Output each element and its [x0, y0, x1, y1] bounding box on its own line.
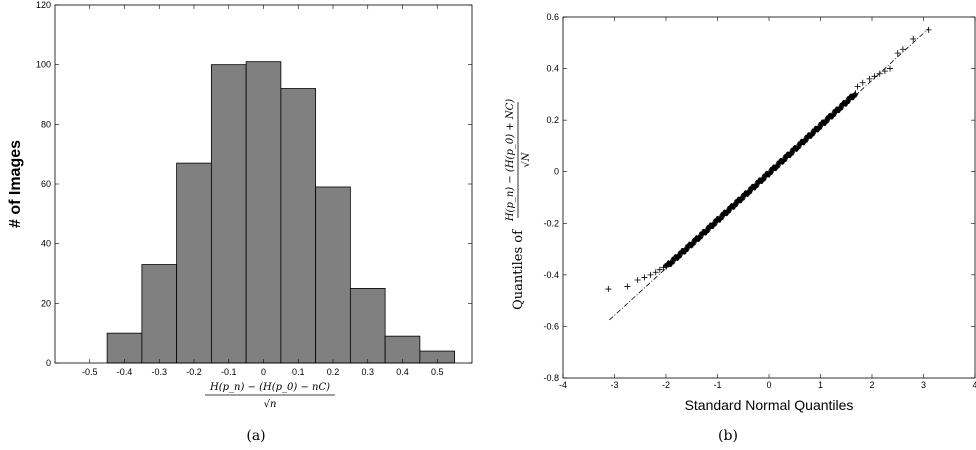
y-tick-label: 100	[36, 60, 51, 70]
histogram-y-ticks: 0 20 40 60 80 100 120	[36, 0, 472, 368]
qq-point	[682, 247, 689, 254]
y-tick-label: -0.6	[543, 321, 559, 331]
qq-point	[668, 260, 675, 267]
y-tick-label: 20	[41, 298, 51, 308]
x-tick-label: -0.2	[186, 367, 202, 377]
histogram-bars	[106, 61, 456, 364]
qq-point	[852, 90, 859, 97]
qq-point	[605, 286, 612, 293]
histogram-bar	[106, 332, 143, 364]
qq-point	[881, 68, 888, 75]
x-tick-label: 0.2	[327, 367, 340, 377]
qq-point	[689, 241, 696, 248]
x-tick-label: 4	[972, 380, 976, 390]
histogram-x-label-numerator: H(p_n) − (H(p_0) − nC)	[209, 382, 330, 393]
x-tick-label: 1	[818, 380, 823, 390]
y-tick-label: 60	[41, 179, 51, 189]
x-tick-label: 2	[869, 380, 874, 390]
qq-y-label-numerator: H(p_n) − (H(p_0) + NC)	[505, 99, 516, 222]
y-tick-label: 0.2	[546, 115, 559, 125]
qq-point	[876, 70, 883, 77]
qq-x-label: Standard Normal Quantiles	[685, 397, 854, 413]
histogram-x-label-denominator: √n	[264, 399, 277, 410]
x-tick-label: -0.3	[151, 367, 167, 377]
y-tick-label: 120	[36, 0, 51, 10]
histogram-bar	[349, 288, 386, 364]
histogram-bar	[315, 186, 351, 364]
y-tick-label: 0.6	[546, 12, 559, 22]
x-tick-label: 0	[766, 380, 771, 390]
qq-point	[652, 269, 659, 276]
qq-point	[641, 274, 648, 281]
qq-point	[859, 79, 866, 86]
x-tick-label: -2	[662, 380, 670, 390]
qq-y-label-denominator: √N	[521, 151, 532, 167]
x-tick-label: -0.1	[221, 367, 237, 377]
y-tick-label: 80	[41, 119, 51, 129]
qq-point	[675, 253, 682, 260]
qq-point	[647, 271, 654, 278]
histogram-bar	[176, 162, 212, 364]
qq-y-label: Quantiles of H(p_n) − (H(p_0) + NC) √N	[505, 99, 532, 310]
x-tick-label: 3	[921, 380, 926, 390]
histogram-bar	[245, 61, 282, 364]
y-tick-label: 0	[46, 358, 51, 368]
histogram-bar	[280, 88, 317, 364]
x-tick-label: 0.5	[431, 367, 444, 377]
histogram-y-label: # of Images	[7, 140, 24, 228]
y-tick-label: -0.2	[543, 218, 559, 228]
qq-point	[660, 264, 667, 271]
caption-a: (a)	[246, 428, 265, 444]
histogram-x-ticks: -0.5 -0.4 -0.3 -0.2 -0.1 0 0.1 0.2 0.3 0.4 0.5	[82, 5, 444, 377]
x-tick-label: 0.1	[292, 367, 305, 377]
qq-point	[871, 73, 878, 80]
qq-point	[925, 26, 932, 33]
histogram-x-label: H(p_n) − (H(p_0) − nC) √n	[205, 382, 335, 410]
qq-y-ticks: -0.8 -0.6 -0.4 -0.2 0 0.2 0.4 0.6	[543, 12, 975, 383]
y-tick-label: 40	[41, 239, 51, 249]
x-tick-label: -3	[610, 380, 618, 390]
qq-x-ticks: -4 -3 -2 -1 0 1 2 3 4	[559, 17, 976, 390]
histogram-bar	[210, 64, 247, 364]
caption-b: (b)	[718, 428, 738, 444]
x-tick-label: -0.4	[117, 367, 133, 377]
x-tick-label: 0	[261, 367, 266, 377]
x-tick-label: 0.3	[361, 367, 374, 377]
qq-point	[624, 283, 631, 290]
qq-points	[605, 26, 932, 293]
qq-point	[852, 91, 859, 98]
qq-y-label-prefix: Quantiles of	[511, 229, 526, 310]
qq-axes-frame	[562, 16, 976, 379]
qq-plot-panel: -4 -3 -2 -1 0 1 2 3 4 -0.8 -0.6 -0.4 -0.2 0 0.2 0.4 0.6…	[505, 12, 976, 444]
qq-point	[910, 35, 917, 42]
y-tick-label: -0.8	[543, 373, 559, 383]
qq-point	[854, 83, 861, 90]
histogram-panel: -0.5 -0.4 -0.3 -0.2 -0.1 0 0.1 0.2 0.3 0.4 0.5 0 20…	[7, 0, 473, 444]
qq-point	[656, 266, 663, 273]
y-tick-label: -0.4	[543, 270, 559, 280]
x-tick-label: -1	[713, 380, 721, 390]
qq-point	[899, 46, 906, 53]
y-tick-label: 0.4	[546, 64, 559, 74]
y-tick-label: 0	[554, 167, 559, 177]
qq-point	[887, 65, 894, 72]
x-tick-label: 0.4	[396, 367, 409, 377]
qq-reference-line	[609, 28, 929, 321]
histogram-bar	[384, 335, 421, 364]
x-tick-label: -4	[559, 380, 567, 390]
qq-point	[634, 277, 641, 284]
histogram-bar	[141, 264, 178, 364]
qq-point	[866, 75, 873, 82]
qq-point	[894, 50, 901, 57]
x-tick-label: -0.5	[82, 367, 98, 377]
